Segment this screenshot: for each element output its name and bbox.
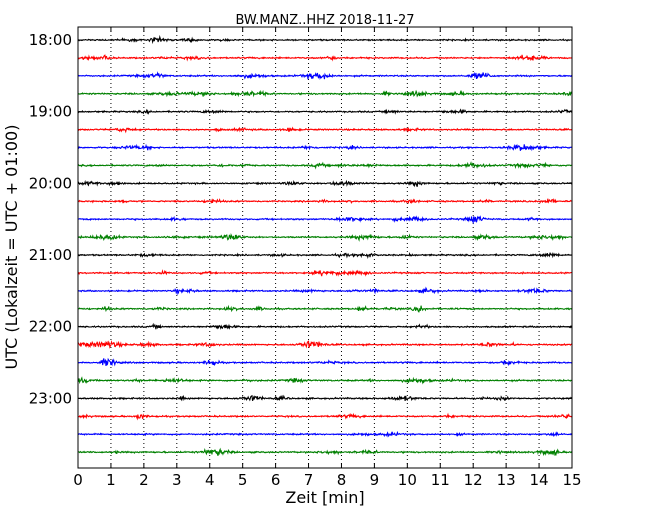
trace-1800 [77, 34, 573, 45]
x-tick-label: 13 [497, 471, 516, 489]
trace-2245 [77, 376, 573, 385]
x-tick-label: 14 [530, 471, 549, 489]
trace-2045 [77, 233, 573, 242]
trace-2100 [77, 252, 573, 260]
trace-2030 [77, 215, 573, 225]
trace-1815 [77, 54, 573, 62]
trace-2215 [77, 340, 573, 349]
trace-2015 [77, 197, 573, 205]
trace-2130 [77, 286, 573, 296]
plot-frame [77, 26, 573, 469]
trace-2115 [77, 269, 573, 277]
x-tick-label: 11 [431, 471, 450, 489]
y-tick-label: 19:00 [29, 103, 72, 121]
chart-title: BW.MANZ..HHZ 2018-11-27 [235, 13, 414, 28]
x-tick-label: 0 [73, 471, 83, 489]
x-tick-label: 8 [337, 471, 347, 489]
y-axis: 18:00 19:00 20:00 21:00 22:00 23:00 [29, 31, 572, 407]
trace-2315 [77, 412, 573, 421]
x-tick-label: 3 [172, 471, 182, 489]
trace-2300 [77, 394, 573, 402]
trace-1830 [77, 71, 573, 81]
trace-2330 [77, 430, 573, 438]
trace-1900 [77, 108, 573, 115]
x-tick-label: 12 [464, 471, 483, 489]
trace-1915 [77, 126, 573, 134]
trace-2200 [77, 322, 573, 330]
y-tick-label: 22:00 [29, 318, 72, 336]
x-tick-label: 7 [304, 471, 314, 489]
x-tick-label: 5 [238, 471, 248, 489]
trace-1845 [77, 89, 573, 98]
trace-2145 [77, 304, 573, 313]
y-tick-label: 23:00 [29, 389, 72, 407]
x-tick-label: 6 [271, 471, 281, 489]
seismic-traces [77, 34, 573, 457]
trace-1930 [77, 143, 573, 152]
x-tick-label: 2 [139, 471, 149, 489]
x-tick-label: 9 [370, 471, 380, 489]
trace-2345 [77, 447, 573, 457]
x-tick-label: 15 [562, 471, 581, 489]
x-axis-label: Zeit [min] [285, 488, 364, 507]
x-tick-label: 1 [106, 471, 116, 489]
x-tick-label: 10 [398, 471, 417, 489]
y-tick-label: 21:00 [29, 246, 72, 264]
grid-lines [110, 27, 540, 468]
trace-2000 [77, 179, 573, 188]
x-axis: 0 1 2 3 4 5 6 7 8 9 10 11 12 13 14 15 [73, 27, 582, 489]
trace-1945 [77, 161, 573, 170]
x-tick-label: 4 [205, 471, 215, 489]
y-tick-label: 18:00 [29, 31, 72, 49]
trace-2230 [77, 357, 573, 367]
y-axis-label: UTC (Lokalzeit = UTC + 01:00) [2, 125, 21, 370]
y-tick-label: 20:00 [29, 174, 72, 192]
